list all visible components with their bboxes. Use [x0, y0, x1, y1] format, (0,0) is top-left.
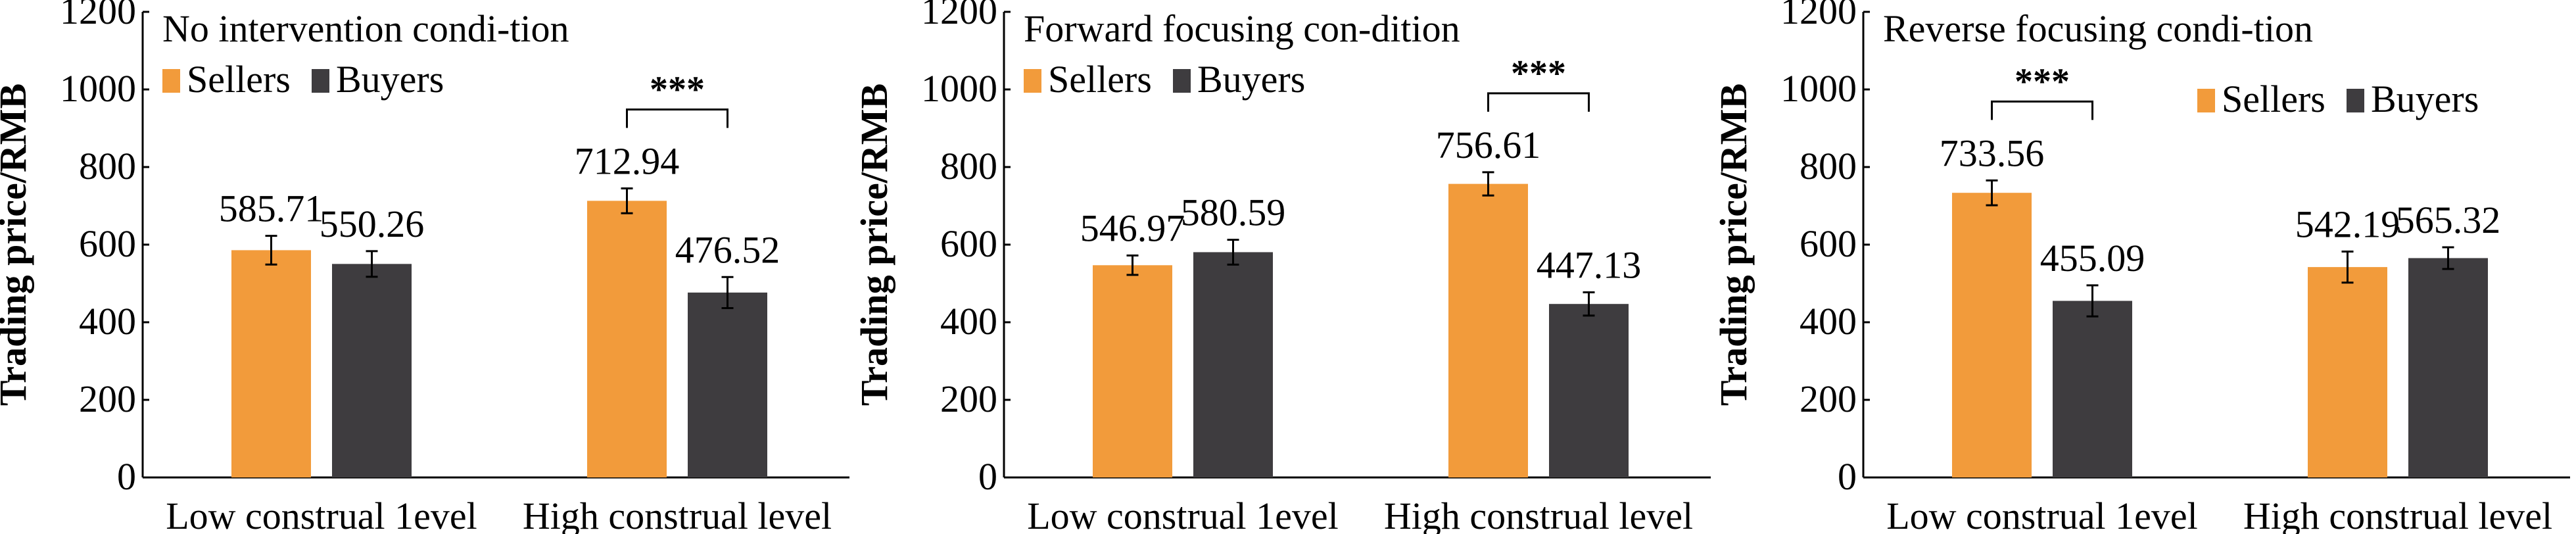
y-tick-label: 0 — [978, 455, 997, 498]
bar-sellers — [1448, 183, 1528, 477]
legend-label-sellers: Sellers — [1048, 58, 1152, 101]
y-tick-label: 1200 — [60, 0, 136, 32]
data-label: 756.61 — [1436, 124, 1541, 166]
legend-label-buyers: Buyers — [1197, 58, 1305, 101]
bar-buyers — [1549, 304, 1629, 477]
chart-title: No intervention condi-tion — [162, 7, 569, 50]
legend-label-buyers: Buyers — [2371, 78, 2479, 120]
significance-label: *** — [1511, 53, 1566, 94]
data-label: 712.94 — [575, 139, 680, 182]
y-tick-label: 200 — [940, 377, 997, 420]
data-label: 455.09 — [2040, 237, 2145, 279]
chart-panel-3: 0 200 400 600 800 1000 1200 Trading price/RMB Re… — [1712, 0, 2570, 534]
legend-label-sellers: Sellers — [2222, 78, 2326, 120]
significance-label: *** — [2015, 61, 2070, 102]
bar-buyers — [1193, 252, 1273, 477]
y-tick-label: 800 — [1800, 145, 1857, 187]
y-tick-label: 400 — [1800, 300, 1857, 343]
y-axis-label: Trading price/RMB — [853, 84, 895, 406]
significance-bracket — [1487, 92, 1590, 112]
x-tick-label: Low construal 1evel — [166, 495, 477, 534]
y-tick-label: 400 — [79, 300, 136, 343]
legend-swatch-sellers — [162, 69, 180, 93]
y-tick-label: 600 — [940, 222, 997, 265]
y-tick-label: 1200 — [1780, 0, 1857, 32]
significance-label: *** — [650, 69, 705, 110]
legend-swatch-buyers — [1173, 69, 1191, 93]
y-tick-label: 800 — [79, 145, 136, 187]
x-tick-label: High construal level — [523, 495, 832, 534]
bar-sellers — [1093, 265, 1172, 477]
y-tick-label: 600 — [1800, 222, 1857, 265]
y-tick-label: 400 — [940, 300, 997, 343]
x-tick-label: High construal level — [1384, 495, 1693, 534]
y-tick-label: 0 — [117, 455, 136, 498]
bar-sellers — [587, 201, 667, 477]
data-label: 580.59 — [1181, 191, 1286, 234]
bar-buyers — [332, 264, 412, 477]
data-label: 585.71 — [219, 187, 324, 230]
legend-swatch-sellers — [2197, 89, 2215, 112]
bar-buyers — [2053, 301, 2132, 477]
data-label: 476.52 — [675, 228, 780, 271]
x-tick-label: Low construal 1evel — [1886, 495, 2198, 534]
chart-panel-1: 0 200 400 600 800 1000 1200 Trading price/RMB No… — [0, 0, 849, 534]
bar-sellers — [2308, 267, 2387, 477]
y-tick-label: 0 — [1838, 455, 1857, 498]
bar-sellers — [1952, 193, 2032, 477]
legend-label-buyers: Buyers — [336, 58, 444, 101]
y-tick-label: 200 — [1800, 377, 1857, 420]
data-label: 733.56 — [1940, 132, 2045, 174]
legend-swatch-sellers — [1024, 69, 1041, 93]
data-label: 542.19 — [2295, 203, 2400, 246]
data-label: 447.13 — [1537, 243, 1642, 286]
bar-buyers — [2408, 258, 2488, 477]
significance-bracket — [1991, 100, 2093, 120]
chart-panel-2: 0 200 400 600 800 1000 1200 Trading price/RMB Fo… — [853, 0, 1711, 534]
bar-buyers — [688, 292, 767, 477]
y-axis-label: Trading price/RMB — [0, 84, 34, 406]
bar-sellers — [231, 250, 311, 477]
x-tick-label: High construal level — [2243, 495, 2552, 534]
y-tick-label: 1000 — [1780, 67, 1857, 110]
y-tick-label: 1000 — [921, 67, 997, 110]
y-axis-label: Trading price/RMB — [1712, 84, 1755, 406]
data-label: 546.97 — [1080, 207, 1185, 250]
y-tick-label: 800 — [940, 145, 997, 187]
y-tick-label: 1200 — [921, 0, 997, 32]
legend-swatch-buyers — [2347, 89, 2364, 112]
y-tick-label: 600 — [79, 222, 136, 265]
data-label: 565.32 — [2396, 199, 2501, 241]
x-tick-label: Low construal 1evel — [1027, 495, 1339, 534]
y-tick-label: 200 — [79, 377, 136, 420]
legend-label-sellers: Sellers — [187, 58, 291, 101]
data-label: 550.26 — [320, 203, 425, 245]
chart-title: Forward focusing con-dition — [1024, 7, 1460, 50]
y-tick-label: 1000 — [60, 67, 136, 110]
chart-title: Reverse focusing condi-tion — [1883, 7, 2313, 50]
significance-bracket — [626, 108, 728, 128]
legend-swatch-buyers — [312, 69, 329, 93]
